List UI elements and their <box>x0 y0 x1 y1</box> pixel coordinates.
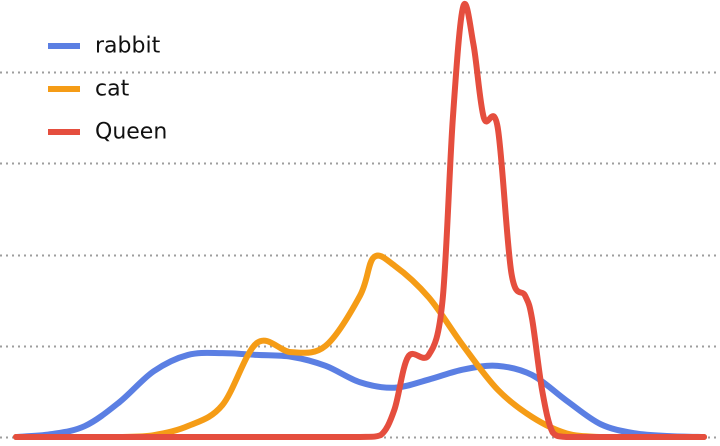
legend-label-queen: Queen <box>95 120 167 145</box>
series-line-queen <box>13 0 707 440</box>
series-lines <box>13 0 707 440</box>
legend-label-cat: cat <box>95 77 130 102</box>
legend-label-rabbit: rabbit <box>95 34 161 59</box>
legend: rabbit cat Queen <box>48 34 167 145</box>
series-line-rabbit <box>13 349 707 440</box>
